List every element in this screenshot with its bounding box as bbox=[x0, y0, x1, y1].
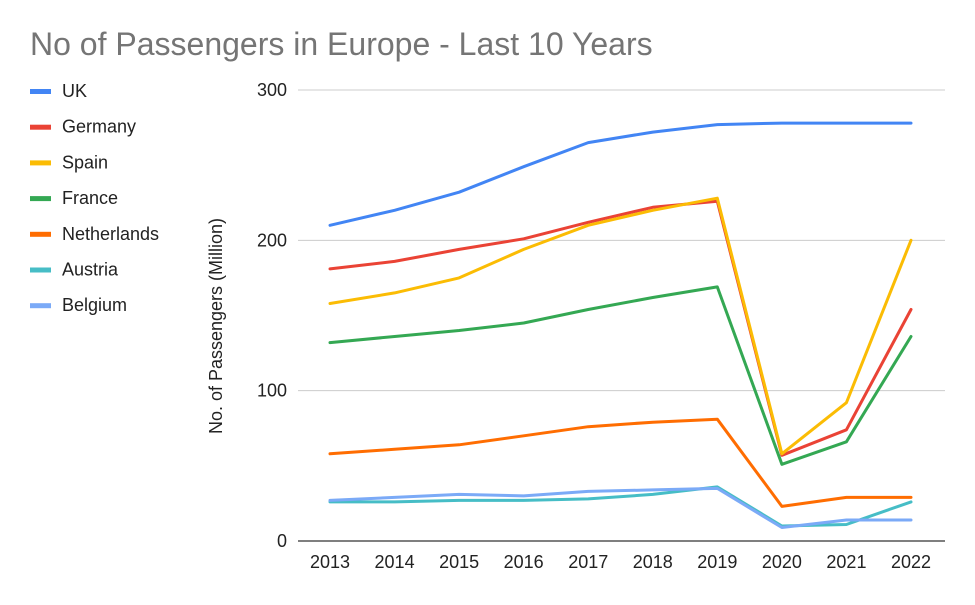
y-tick-label: 100 bbox=[257, 381, 287, 401]
legend-swatch-france bbox=[30, 196, 51, 202]
series-line-belgium bbox=[328, 486, 913, 529]
y-axis-ticks: 0 100 200 300 bbox=[257, 80, 287, 551]
series-layer bbox=[328, 121, 913, 529]
legend-label-netherlands: Netherlands bbox=[62, 224, 159, 244]
x-tick-label: 2017 bbox=[568, 552, 608, 572]
series-line-spain bbox=[328, 196, 913, 456]
y-tick-label: 300 bbox=[257, 80, 287, 100]
y-tick-label: 0 bbox=[277, 531, 287, 551]
series-line-france bbox=[328, 285, 913, 466]
legend-swatch-uk bbox=[30, 89, 51, 94]
legend-label-spain: Spain bbox=[62, 152, 108, 172]
legend-label-belgium: Belgium bbox=[62, 295, 127, 315]
x-tick-label: 2022 bbox=[891, 552, 931, 572]
legend-swatch-netherlands bbox=[30, 231, 51, 237]
series-line-austria bbox=[328, 485, 913, 528]
x-tick-label: 2014 bbox=[375, 552, 415, 572]
legend-label-uk: UK bbox=[62, 81, 87, 101]
series-line-netherlands bbox=[328, 417, 913, 508]
legend-label-austria: Austria bbox=[62, 260, 119, 280]
legend-swatch-spain bbox=[30, 160, 51, 166]
x-tick-label: 2016 bbox=[504, 552, 544, 572]
x-tick-label: 2015 bbox=[439, 552, 479, 572]
y-axis-label: No. of Passengers (Million) bbox=[206, 218, 226, 434]
legend-swatch-germany bbox=[30, 124, 51, 130]
y-tick-label: 200 bbox=[257, 230, 287, 250]
chart-title: No of Passengers in Europe - Last 10 Yea… bbox=[30, 26, 653, 62]
legend-swatch-belgium bbox=[30, 303, 51, 309]
grid-layer bbox=[298, 89, 945, 542]
legend-label-germany: Germany bbox=[62, 117, 136, 137]
x-tick-label: 2019 bbox=[697, 552, 737, 572]
x-axis-ticks: 2013 2014 2015 2016 2017 2018 2019 2020 2021 2022 bbox=[310, 552, 931, 572]
x-tick-label: 2013 bbox=[310, 552, 350, 572]
x-tick-label: 2021 bbox=[826, 552, 866, 572]
x-tick-label: 2018 bbox=[633, 552, 673, 572]
legend: UK Germany Spain France Netherlands Austria Be… bbox=[30, 81, 159, 315]
series-line-germany bbox=[328, 199, 913, 457]
series-line-uk bbox=[328, 121, 913, 227]
x-tick-label: 2020 bbox=[762, 552, 802, 572]
legend-label-france: France bbox=[62, 188, 118, 208]
legend-swatch-austria bbox=[30, 267, 51, 273]
